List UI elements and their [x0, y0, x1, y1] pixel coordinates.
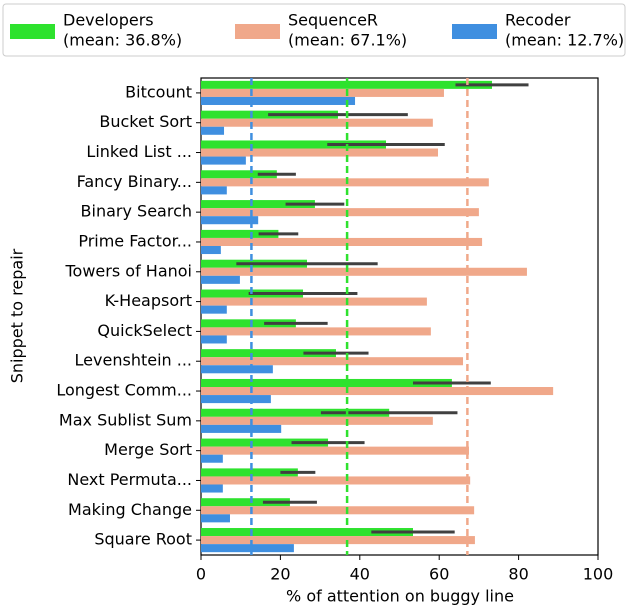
bar: [201, 186, 227, 195]
bar: [201, 229, 279, 238]
bar: [201, 395, 271, 404]
bar: [201, 140, 387, 149]
bar: [201, 446, 469, 455]
bar: [201, 528, 413, 537]
bar: [201, 208, 479, 217]
bar: [201, 305, 227, 314]
bar: [201, 476, 471, 485]
y-tick-label: Towers of Hanoi: [65, 261, 193, 280]
bar: [201, 536, 475, 545]
bar: [201, 156, 246, 165]
bar: [201, 118, 433, 127]
bar: [201, 88, 444, 97]
bar: [201, 506, 475, 515]
bar: [201, 148, 439, 157]
bar: [201, 126, 225, 135]
legend-mean: (mean: 67.1%): [288, 31, 407, 50]
legend-swatch: [10, 24, 55, 39]
y-tick-label: Next Permuta...: [67, 470, 192, 489]
y-tick-label: Max Sublist Sum: [59, 410, 192, 429]
bar: [201, 498, 290, 507]
bar: [201, 245, 221, 255]
x-tick-label: 0: [196, 565, 206, 584]
bar: [201, 416, 433, 425]
y-tick-label: Fancy Binary...: [77, 172, 192, 191]
bar: [201, 357, 464, 366]
bar: [201, 267, 527, 276]
bar: [201, 237, 483, 246]
legend-label: SequenceR: [288, 11, 378, 30]
bar: [201, 365, 273, 374]
bar: [201, 544, 294, 553]
bar: [201, 275, 240, 284]
bar: [201, 335, 227, 344]
y-tick-label: Prime Factor...: [78, 231, 192, 250]
y-tick-label: Bucket Sort: [99, 112, 192, 131]
legend-label: Developers: [63, 11, 154, 30]
y-tick-label: Square Root: [94, 530, 192, 549]
legend-mean: (mean: 36.8%): [63, 31, 182, 50]
y-tick-label: Longest Comm...: [56, 381, 192, 400]
legend-swatch: [235, 24, 280, 39]
bar: [201, 96, 356, 105]
bar: [201, 170, 277, 179]
y-axis-label: Snippet to repair: [8, 248, 27, 383]
legend-mean: (mean: 12.7%): [505, 31, 624, 50]
bar: [201, 424, 282, 433]
bar: [201, 438, 329, 447]
bar: [201, 454, 223, 463]
bar: [201, 468, 298, 477]
bar: [201, 387, 554, 396]
bar: [201, 484, 223, 493]
bar: [201, 297, 427, 306]
x-tick-label: 80: [508, 565, 528, 584]
bar: [201, 378, 452, 388]
y-tick-label: Binary Search: [81, 202, 192, 221]
bar: [201, 178, 489, 187]
legend-swatch: [452, 24, 497, 39]
x-tick-label: 60: [429, 565, 449, 584]
plot-frame: [200, 77, 599, 556]
y-tick-label: QuickSelect: [97, 321, 192, 340]
bar: [201, 216, 259, 225]
bar: [201, 200, 315, 209]
y-tick-label: Levenshtein ...: [75, 351, 192, 370]
x-axis-label: % of attention on buggy line: [286, 587, 514, 606]
x-tick-label: 100: [583, 565, 614, 584]
x-tick-label: 40: [350, 565, 370, 584]
bar: [201, 349, 336, 358]
legend-label: Recoder: [505, 11, 571, 30]
y-tick-label: Merge Sort: [104, 440, 192, 459]
bar: [201, 327, 431, 336]
y-tick-label: Bitcount: [125, 82, 192, 101]
x-tick-label: 20: [270, 565, 290, 584]
bar: [201, 408, 390, 417]
legend-box: [2, 3, 626, 57]
bar: [201, 514, 230, 523]
y-tick-label: K-Heapsort: [105, 291, 192, 310]
bar: [201, 319, 296, 328]
y-tick-label: Linked List ...: [86, 142, 192, 161]
y-tick-label: Making Change: [68, 500, 192, 519]
